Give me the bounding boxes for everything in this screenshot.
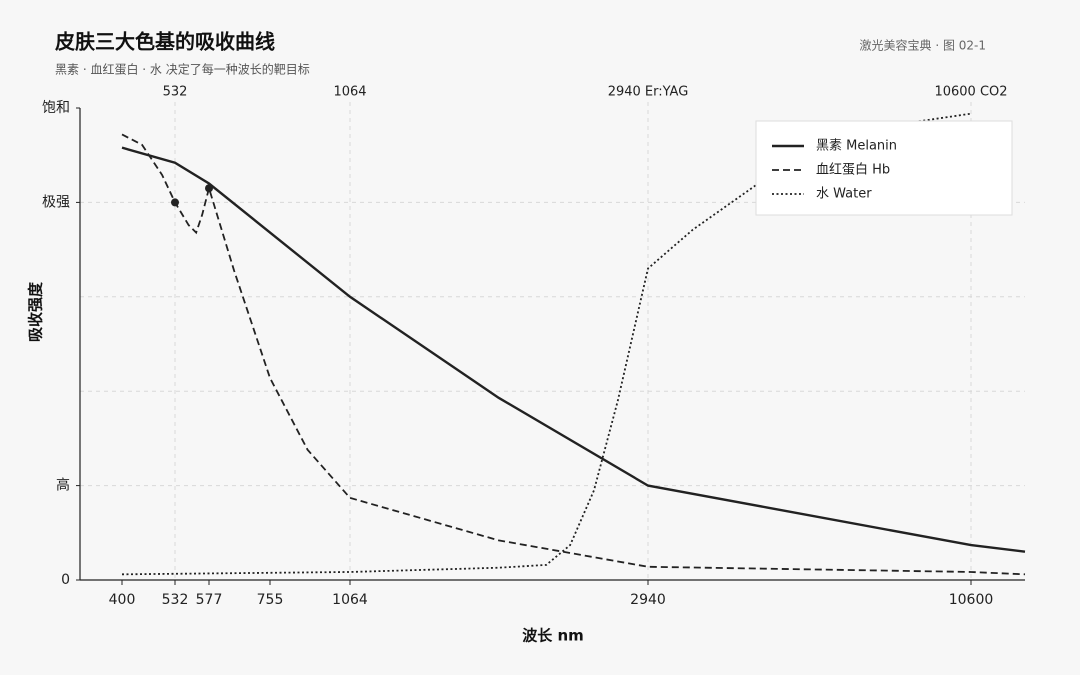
- series-line: [121, 133, 1026, 576]
- x-tick-label: 1064: [332, 592, 368, 608]
- x-axis-title: 波长 nm: [522, 627, 584, 645]
- top-label: 2940 Er:YAG: [608, 85, 689, 100]
- point-marker: [205, 184, 213, 193]
- y-tick-label: 极强: [42, 194, 70, 210]
- top-label: 1064: [333, 85, 366, 100]
- x-tick-label: 532: [162, 592, 189, 608]
- source: 激光美容宝典 · 图 02-1: [860, 38, 987, 53]
- chart-title: 皮肤三大色基的吸收曲线: [55, 30, 275, 54]
- x-tick-label: 577: [196, 592, 223, 608]
- x-tick-label: 2940: [630, 592, 666, 608]
- series-line: [121, 146, 1026, 553]
- top-label: 532: [163, 85, 188, 100]
- legend-label: 血红蛋白 Hb: [816, 162, 890, 178]
- x-tick-label: 10600: [949, 592, 994, 608]
- x-tick-label: 755: [257, 592, 284, 608]
- legend-label: 黑素 Melanin: [816, 139, 897, 154]
- top-label: 10600 CO2: [934, 85, 1007, 100]
- x-tick-label: 400: [109, 592, 136, 608]
- y-tick-label: 饱和: [42, 100, 70, 116]
- y-tick-label: 0: [61, 572, 70, 588]
- point-marker: [171, 198, 179, 207]
- legend-label: 水 Water: [816, 187, 872, 202]
- y-axis-title: 吸收强度: [27, 281, 45, 342]
- chart-subtitle: 黑素 · 血红蛋白 · 水 决定了每一种波长的靶目标: [55, 62, 310, 77]
- y-tick-label: 高: [56, 477, 70, 494]
- legend-box: [755, 120, 1013, 216]
